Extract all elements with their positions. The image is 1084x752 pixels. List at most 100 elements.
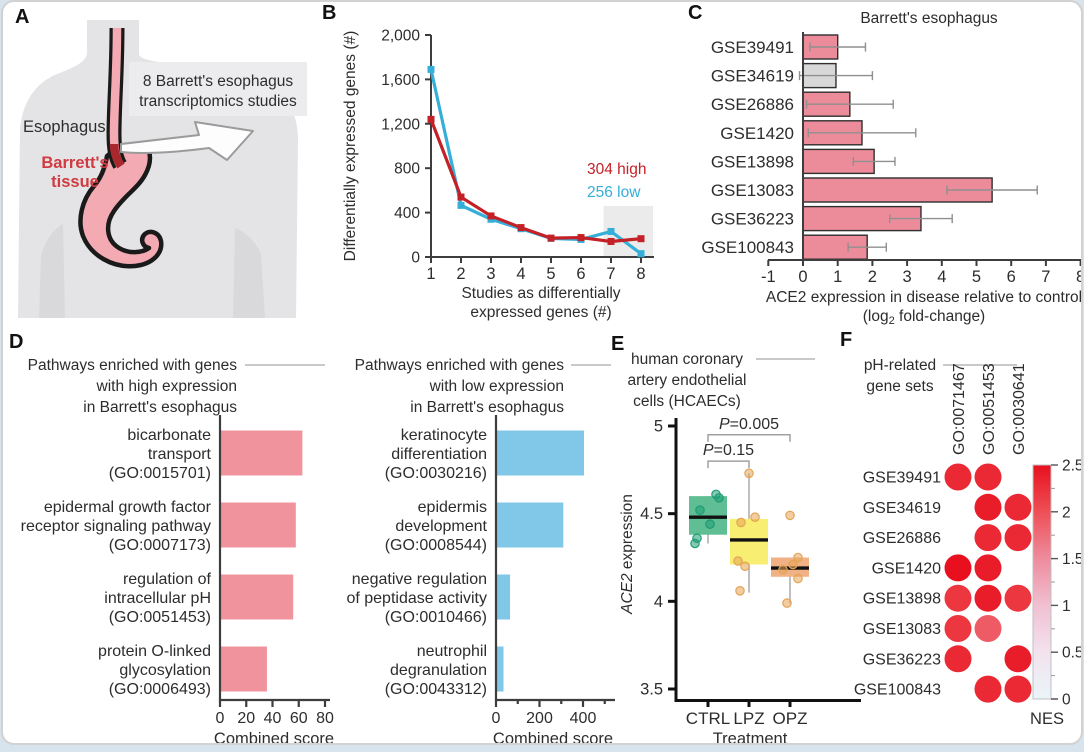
bar <box>497 646 504 692</box>
nes-dot <box>944 554 972 582</box>
category-label: glycosylation <box>119 662 211 679</box>
chart-title: Barrett's esophagus <box>860 10 998 27</box>
column-label: GO:0030641 <box>1011 363 1028 455</box>
chart-title: artery endothelial <box>628 372 747 389</box>
x-tick-label: 80 <box>316 710 334 727</box>
x-tick-label: 4 <box>937 268 946 286</box>
colorbar-tick-label: 2.5 <box>1062 458 1083 475</box>
panel-b-line-chart: 0 400 800 1,200 1,600 2,000 1 2 3 4 5 6 7 8 Differenti… <box>342 28 654 321</box>
category-label: of peptidase activity <box>346 590 487 607</box>
error-bar <box>847 242 887 252</box>
x-tick-label: 0 <box>492 710 501 727</box>
x-tick-label: 3 <box>903 268 912 286</box>
category-label: epidermis <box>418 499 487 516</box>
colorbar-tick-label: 1.5 <box>1062 551 1083 568</box>
x-tick-label: 7 <box>606 265 615 283</box>
x-tick-label: 20 <box>237 710 255 727</box>
x-tick-label: LPZ <box>733 709 764 728</box>
data-point <box>736 517 746 528</box>
data-point <box>733 556 743 566</box>
barretts-tissue-segment <box>109 143 125 169</box>
dot-matrix-group: pH-related gene sets GO:0071467 GO:0051453 G… <box>854 357 1083 728</box>
y-tick-label: 2,000 <box>381 28 420 45</box>
row-label: GSE36223 <box>863 651 941 668</box>
chart-title: human coronary <box>631 351 743 368</box>
category-label: neutrophil <box>417 643 487 660</box>
chart-title: Pathways enriched with genes <box>28 357 238 374</box>
data-point <box>735 586 745 596</box>
data-point-marker <box>547 234 555 242</box>
y-tick-label: 1,200 <box>381 116 420 133</box>
bar-chart-group: Barrett's esophagus GSE39491 GSE34619 GSE26… <box>701 10 1083 327</box>
data-point-marker <box>487 212 495 220</box>
colorbar-tick-label: 2 <box>1062 504 1071 521</box>
x-tick-label: 0 <box>216 710 225 727</box>
x-axis-label: Combined score <box>214 730 334 745</box>
panel-label-e: E <box>611 333 625 355</box>
data-point-marker <box>577 234 585 242</box>
esophagus-label: Esophagus <box>23 118 106 136</box>
nes-dot <box>1004 493 1032 521</box>
category-label: GSE34619 <box>711 67 794 86</box>
category-label: epidermal growth factor <box>44 499 212 516</box>
callout-arrow-icon <box>120 121 254 161</box>
category-label: differentiation <box>391 446 487 463</box>
category-label: degranulation <box>390 662 487 679</box>
nes-dot <box>974 675 1002 703</box>
panel-label-d: D <box>9 331 24 353</box>
x-tick-label: 60 <box>290 710 308 727</box>
category-label: GSE39491 <box>711 38 794 57</box>
data-point-marker <box>607 227 615 235</box>
boxplot-group: human coronary artery endothelial cells (H… <box>619 351 861 745</box>
barretts-tissue-label: tissue <box>51 173 99 191</box>
data-point-marker <box>637 250 645 258</box>
error-bar <box>798 71 874 81</box>
category-label: (GO:0030216) <box>385 465 487 482</box>
data-point-marker <box>427 65 435 73</box>
callout-text-line2: transcriptomics studies <box>139 93 297 110</box>
x-tick-label: 8 <box>1076 268 1083 286</box>
x-axis-label: Treatment <box>713 730 788 745</box>
data-point <box>793 552 803 563</box>
data-point-marker <box>517 224 525 232</box>
category-label: intracellular pH <box>104 590 211 607</box>
chart-title: in Barrett's esophagus <box>410 399 564 416</box>
category-label: keratinocyte <box>401 427 487 444</box>
pvalue-label: P=0.15 <box>703 442 754 459</box>
right-arm-shade <box>233 228 265 318</box>
y-tick-label: 5 <box>654 418 663 436</box>
category-label: transport <box>148 446 212 463</box>
error-bar <box>946 185 1038 195</box>
error-bar <box>889 214 953 224</box>
category-label: (GO:0043312) <box>385 681 487 698</box>
x-tick-label: 2 <box>456 265 465 283</box>
panel-label-b: B <box>322 2 337 24</box>
y-tick-label: 800 <box>394 161 420 178</box>
colorbar-label: NES <box>1030 710 1064 728</box>
pvalue-label: P=0.005 <box>719 416 779 433</box>
chart-title: pH-related <box>864 357 936 374</box>
x-axis-label: Combined score <box>493 730 613 745</box>
category-label: GSE13898 <box>711 152 794 171</box>
y-tick-label: 4 <box>654 593 663 611</box>
x-tick-label: 6 <box>576 265 585 283</box>
data-point-marker <box>457 201 465 209</box>
x-axis-label-line1: ACE2 expression in disease relative to c… <box>766 289 1082 306</box>
data-point-marker <box>427 115 435 123</box>
row-label: GSE13083 <box>863 621 941 638</box>
data-point <box>740 561 750 572</box>
nes-dot <box>974 584 1002 612</box>
y-tick-label: 1,600 <box>381 72 420 89</box>
x-tick-label: 400 <box>570 710 597 727</box>
panel-label-c: C <box>688 2 703 24</box>
nes-dot <box>944 645 972 673</box>
data-point <box>785 510 795 521</box>
chart-title: with high expression <box>96 378 237 395</box>
row-label: GSE34619 <box>863 500 941 517</box>
category-label: bicarbonate <box>127 427 211 444</box>
error-bar <box>809 42 867 52</box>
column-label: GO:0071467 <box>951 363 968 455</box>
nes-dot <box>1004 524 1032 552</box>
data-point <box>705 519 715 529</box>
